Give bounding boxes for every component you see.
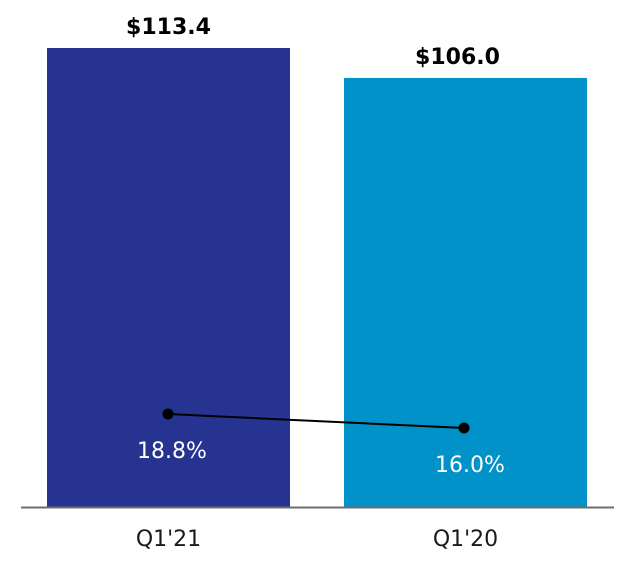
line-point-label-0: 18.8% bbox=[137, 439, 207, 464]
x-tick-label-0: Q1'21 bbox=[136, 527, 201, 552]
line-series-path bbox=[167, 413, 465, 429]
bar-value-label-1: $106.0 bbox=[415, 45, 500, 70]
bar-0 bbox=[47, 48, 290, 507]
line-series-layer bbox=[162, 408, 470, 434]
labels-layer: $113.4 Q1'21 $106.0 Q1'20 18.8% 16.0% bbox=[126, 15, 505, 552]
x-tick-label-1: Q1'20 bbox=[433, 527, 498, 552]
line-point-1 bbox=[458, 422, 470, 434]
bar-1 bbox=[344, 77, 587, 507]
line-point-0 bbox=[162, 408, 174, 420]
bars-layer bbox=[47, 48, 587, 507]
line-point-label-1: 16.0% bbox=[435, 453, 505, 478]
bar-value-label-0: $113.4 bbox=[126, 15, 211, 40]
